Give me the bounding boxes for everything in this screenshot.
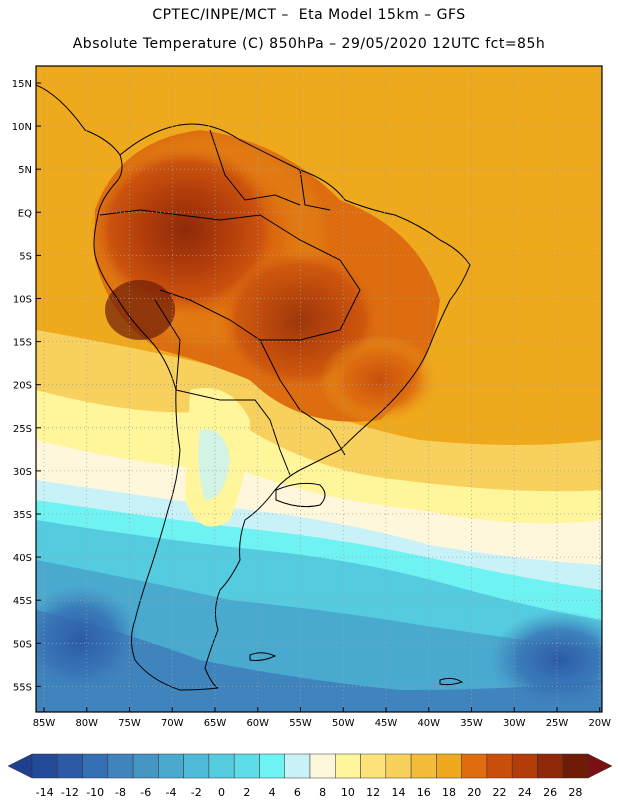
lon-label: 80W	[75, 718, 98, 729]
lat-label: EQ	[18, 208, 32, 219]
lat-label: 25S	[13, 424, 32, 435]
colorbar-label: 16	[417, 786, 431, 799]
coastlines	[36, 84, 471, 691]
chart-title-line-1: CPTEC/INPE/MCT – Eta Model 15km – GFS	[152, 7, 466, 23]
lat-label: 20S	[13, 381, 32, 392]
chart-title-line-2: Absolute Temperature (C) 850hPa – 29/05/…	[72, 36, 546, 52]
colorbar-label: -6	[140, 786, 151, 799]
colorbar-box	[208, 753, 235, 779]
map-frame	[35, 65, 603, 713]
colorbar-label: 28	[568, 786, 582, 799]
colorbar-box	[562, 753, 589, 779]
colorbar-box	[511, 753, 538, 779]
colorbar-label: 0	[218, 786, 225, 799]
colorbar-box	[436, 753, 462, 779]
lat-label: 55S	[13, 682, 32, 693]
lat-label: 50S	[13, 639, 32, 650]
colorbar-label: 8	[319, 786, 326, 799]
colorbar-label: 2	[243, 786, 250, 799]
lat-label: 40S	[13, 553, 32, 564]
colorbar-label: 18	[442, 786, 456, 799]
lat-label: 15S	[13, 338, 32, 349]
colorbar-box	[410, 753, 437, 779]
colorbar-box	[537, 753, 563, 779]
lon-label: 40W	[417, 718, 440, 729]
lat-label: 10N	[12, 122, 32, 133]
colorbar-box	[183, 753, 210, 779]
lat-label: 45S	[13, 596, 32, 607]
lat-label: 10S	[13, 295, 32, 306]
colorbar-label: 14	[391, 786, 405, 799]
colorbar-box	[335, 753, 361, 779]
colorbar-label: 6	[294, 786, 301, 799]
colorbar-label: 12	[366, 786, 380, 799]
colorbar-box	[360, 753, 387, 779]
lon-label: 85W	[33, 718, 56, 729]
colorbar-box	[309, 753, 336, 779]
colorbar-box	[31, 753, 58, 779]
colorbar-label: 24	[518, 786, 532, 799]
colorbar-box	[132, 753, 159, 779]
lon-label: 20W	[588, 718, 611, 729]
lon-label: 30W	[503, 718, 526, 729]
colorbar-box	[82, 753, 109, 779]
colorbar-under-triangle	[7, 753, 33, 779]
colorbar-over-triangle	[587, 753, 613, 779]
colorbar-box	[486, 753, 513, 779]
lat-label: 5N	[18, 165, 32, 176]
colorbar-label: -4	[166, 786, 177, 799]
colorbar-box	[385, 753, 412, 779]
lon-label: 25W	[546, 718, 569, 729]
lat-label: 35S	[13, 510, 32, 521]
colorbar-box	[284, 753, 311, 779]
colorbar: -14 -12 -10 -8 -6 -4 -2 0 2 4 6 8 10 12 14 16 18 20 22 24 26…	[7, 753, 613, 799]
colorbar-label: 10	[341, 786, 355, 799]
lon-label: 70W	[161, 718, 184, 729]
lon-label: 55W	[289, 718, 312, 729]
colorbar-label: -14	[36, 786, 54, 799]
lon-label: 35W	[460, 718, 483, 729]
colorbar-label: 4	[269, 786, 276, 799]
lat-label: 5S	[19, 251, 32, 262]
colorbar-box	[233, 753, 260, 779]
lon-label: 75W	[118, 718, 141, 729]
lat-label: 30S	[13, 467, 32, 478]
colorbar-label: -10	[86, 786, 104, 799]
colorbar-box	[158, 753, 184, 779]
colorbar-box	[57, 753, 83, 779]
temperature-field	[36, 66, 602, 712]
lon-label: 60W	[246, 718, 269, 729]
colorbar-box	[107, 753, 134, 779]
colorbar-label: -8	[115, 786, 126, 799]
lat-label: 15N	[12, 79, 32, 90]
colorbar-label: 20	[467, 786, 481, 799]
colorbar-label: 26	[543, 786, 557, 799]
colorbar-label: 22	[493, 786, 507, 799]
lon-label: 45W	[375, 718, 398, 729]
colorbar-label: -12	[61, 786, 79, 799]
lon-label: 50W	[332, 718, 355, 729]
colorbar-label: -2	[191, 786, 202, 799]
lon-label: 65W	[204, 718, 227, 729]
colorbar-box	[461, 753, 488, 779]
colorbar-box	[259, 753, 285, 779]
